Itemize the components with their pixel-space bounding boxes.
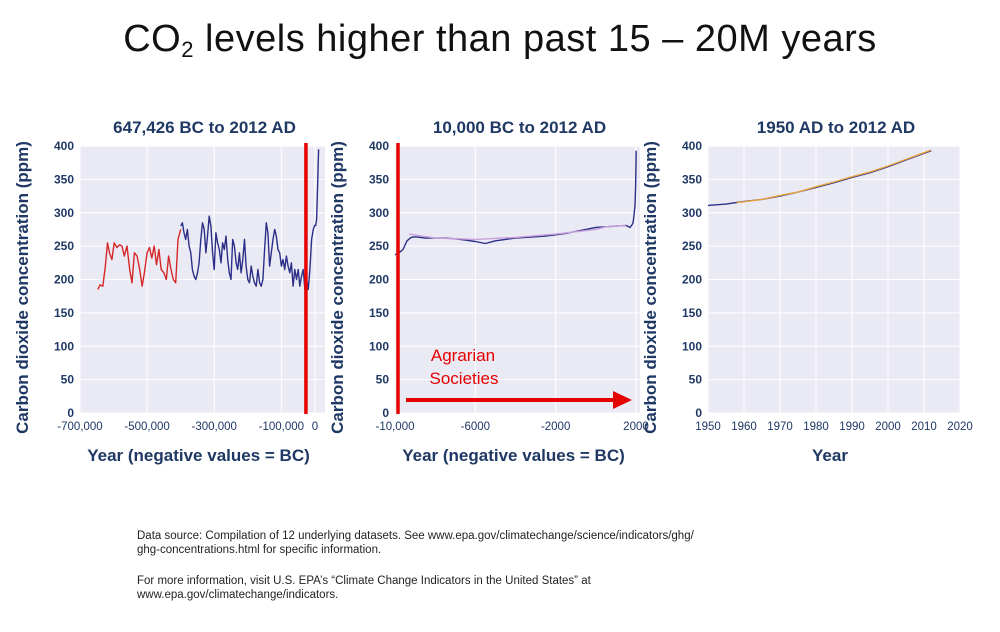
data-source-line-1: Data source: Compilation of 12 underlyin… [137,530,694,542]
x-tick-label: -500,000 [124,421,169,433]
y-tick-label: 300 [682,206,702,220]
y-tick-label: 350 [369,172,389,186]
y-tick-label: 50 [376,373,390,387]
x-tick-label: -700,000 [57,421,102,433]
x-tick-label: 1990 [839,421,865,433]
x-axis-title: Year [812,446,848,465]
data-source-note: Data source: Compilation of 12 underlyin… [137,529,857,557]
x-tick-label: -2000 [541,421,570,433]
chart-3: 1950 AD to 2012 AD 0 50 100 150 200 250 300 350 4… [641,118,973,465]
y-axis-title: Carbon dioxide concentration (ppm) [641,141,660,434]
y-tick-label: 350 [682,172,702,186]
y-tick-label: 0 [67,406,74,420]
y-tick-label: 200 [682,273,702,287]
y-tick-label: 250 [54,239,74,253]
x-tick-label: 2000 [875,421,901,433]
y-tick-label: 150 [682,306,702,320]
x-tick-label: -6000 [461,421,490,433]
y-tick-label: 150 [369,306,389,320]
y-tick-label: 50 [61,373,75,387]
more-info-line-1: For more information, visit U.S. EPA’s “… [137,575,591,587]
series-line-2 [408,224,626,241]
y-tick-label: 250 [682,239,702,253]
series-line-3 [314,149,320,227]
y-tick-label: 250 [369,239,389,253]
chart-title: 647,426 BC to 2012 AD [113,118,296,137]
more-info-line-2: www.epa.gov/climatechange/indicators. [137,589,339,601]
y-tick-label: 400 [54,139,74,153]
y-tick-label: 200 [369,273,389,287]
x-axis-title: Year (negative values = BC) [402,446,625,465]
chart-title: 10,000 BC to 2012 AD [433,118,606,137]
slide-title: CO2 levels higher than past 15 – 20M yea… [123,18,877,62]
x-tick-label: -300,000 [192,421,237,433]
agrarian-arrow-head [613,391,632,409]
series-line-2 [736,149,932,204]
series-line-1 [97,229,182,290]
chart-1: 647,426 BC to 2012 AD 0 50 100 150 200 250 300 3… [13,118,325,465]
y-tick-label: 300 [369,206,389,220]
y-tick-label: 100 [682,339,702,353]
x-tick-label: 2010 [911,421,937,433]
y-tick-label: 150 [54,306,74,320]
y-tick-label: 0 [382,406,389,420]
x-tick-label: 1950 [695,421,721,433]
x-tick-label: 2000 [623,421,649,433]
more-info-note: For more information, visit U.S. EPA’s “… [137,574,857,602]
y-tick-label: 100 [54,339,74,353]
x-tick-label: -10,000 [375,421,414,433]
x-tick-label: 1970 [767,421,793,433]
y-tick-label: 0 [695,406,702,420]
x-tick-label: 1980 [803,421,829,433]
x-tick-label: -100,000 [259,421,304,433]
chart-2: 10,000 BC to 2012 AD 0 50 100 150 200 250 300 35… [328,118,649,465]
x-tick-label: 0 [312,421,318,433]
y-tick-label: 50 [689,373,703,387]
annotation-line-1: Agrarian [431,346,495,365]
annotation-line-2: Societies [430,369,499,388]
y-tick-label: 350 [54,172,74,186]
x-tick-label: 2020 [947,421,973,433]
chart-title: 1950 AD to 2012 AD [757,118,915,137]
y-tick-label: 200 [54,273,74,287]
y-tick-label: 400 [682,139,702,153]
series-line-2 [180,215,316,291]
series-line-1 [395,150,637,256]
y-axis-title: Carbon dioxide concentration (ppm) [13,141,32,434]
y-axis-title: Carbon dioxide concentration (ppm) [328,141,347,434]
y-tick-label: 100 [369,339,389,353]
x-axis-title: Year (negative values = BC) [87,446,310,465]
y-tick-label: 400 [369,139,389,153]
data-source-line-2: ghg-concentrations.html for specific inf… [137,544,382,556]
y-tick-label: 300 [54,206,74,220]
x-tick-label: 1960 [731,421,757,433]
